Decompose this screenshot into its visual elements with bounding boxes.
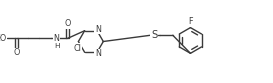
Text: N: N — [95, 49, 101, 58]
Text: O: O — [13, 48, 20, 57]
Text: F: F — [188, 17, 193, 26]
Text: O: O — [64, 19, 71, 28]
Text: H: H — [54, 43, 59, 49]
Text: HO: HO — [0, 34, 6, 43]
Text: Cl: Cl — [73, 44, 81, 53]
Text: S: S — [151, 30, 157, 40]
Text: N: N — [54, 34, 60, 43]
Text: N: N — [95, 25, 101, 34]
